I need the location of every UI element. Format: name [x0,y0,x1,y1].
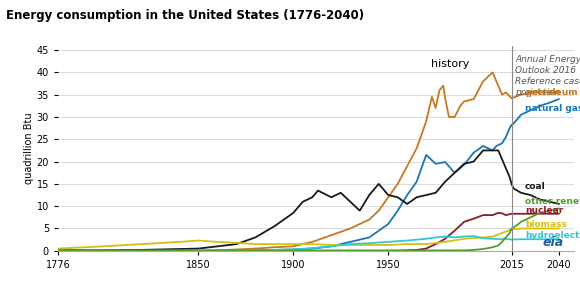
Text: history: history [432,59,470,69]
Y-axis label: quadrillion Btu: quadrillion Btu [24,112,34,184]
Text: coal: coal [525,182,546,191]
Text: natural gas: natural gas [525,103,580,113]
Text: other renewables: other renewables [525,197,580,206]
Text: biomass: biomass [525,220,567,229]
Text: nuclear: nuclear [525,206,563,215]
Text: hydroelectric: hydroelectric [525,231,580,240]
Text: Energy consumption in the United States (1776-2040): Energy consumption in the United States … [6,9,364,22]
Text: Annual Energy
Outlook 2016
Reference case
projection: Annual Energy Outlook 2016 Reference cas… [516,54,580,97]
Text: petroleum: petroleum [525,88,578,97]
Text: eia: eia [543,236,564,249]
